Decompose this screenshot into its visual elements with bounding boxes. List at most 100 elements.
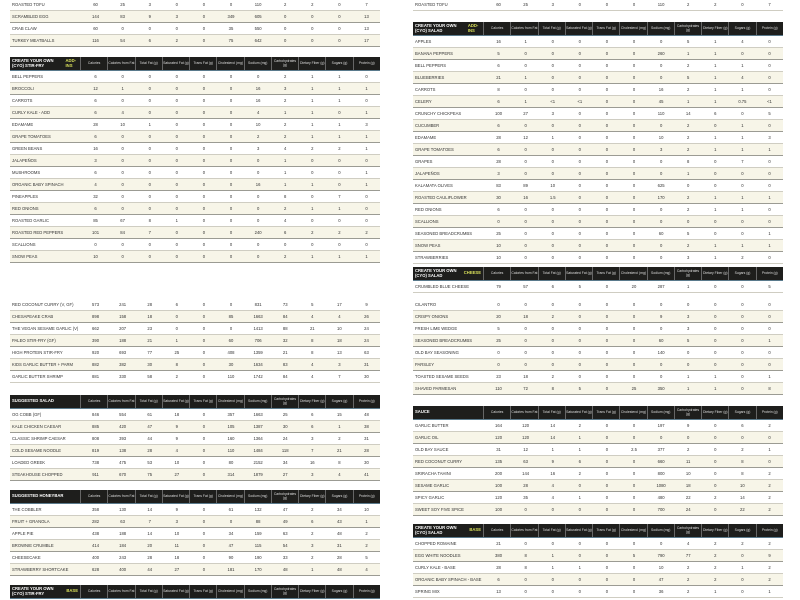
- nutrition-value: 480: [657, 495, 665, 500]
- nutrition-value: 0: [551, 123, 554, 128]
- nutrition-value: 0: [229, 74, 233, 79]
- nutrition-value: 0: [202, 302, 206, 307]
- nutrition-value: 7: [768, 2, 771, 7]
- nutrition-value: 30: [147, 362, 153, 367]
- nutrition-value: 4: [175, 448, 178, 453]
- nutrition-value: 0: [121, 170, 124, 175]
- item-name: SCALLIONS: [12, 242, 36, 247]
- nutrition-value: 2: [687, 147, 690, 152]
- nutrition-value: 0: [365, 194, 368, 199]
- nutrition-value: 10: [550, 183, 556, 188]
- nutrition-value: 2: [175, 374, 178, 379]
- section-title-text: SUGGESTED HONEYBAR: [12, 493, 64, 499]
- nutrition-value: 0: [659, 435, 663, 440]
- nutrition-value: 1: [741, 135, 744, 140]
- nutrition-value: 0: [605, 135, 609, 140]
- nutrition-value: 1: [284, 170, 287, 175]
- nutrition-value: 100: [495, 483, 503, 488]
- section-title-highlight: ADD-INS: [65, 57, 76, 68]
- item-name: JALAPEÑOS: [415, 171, 440, 176]
- nutrition-value: 0: [714, 123, 717, 128]
- table-row: CHEESECAKE 400 243 28 18 0 90 190 33 2 28 5: [10, 552, 380, 564]
- table-row: SRIRACHA TAHINI 200 144 16 2 0 0 800 10 0 8 2: [413, 468, 783, 480]
- nutrition-value: 0: [714, 483, 717, 488]
- nutrition-value: 0: [524, 243, 527, 248]
- column-header: Saturated Fat (g): [161, 585, 189, 598]
- nutrition-value: 6: [497, 577, 500, 582]
- nutrition-value: 0: [605, 565, 609, 570]
- nutrition-value: 0: [605, 423, 609, 428]
- nutrition-value: 1484: [253, 448, 263, 453]
- nutrition-value: 0: [121, 74, 124, 79]
- nutrition-value: 0: [148, 206, 151, 211]
- nutrition-value: 0: [311, 14, 314, 19]
- nutrition-value: 2: [768, 423, 771, 428]
- nutrition-value: 0: [256, 218, 260, 223]
- column-header: Total Fat (g): [134, 57, 162, 70]
- nutrition-value: 0: [229, 98, 233, 103]
- nutrition-value: 14: [740, 495, 745, 500]
- column-header: Calories: [80, 585, 107, 598]
- nutrition-value: 0: [202, 531, 206, 536]
- nutrition-value: 13: [364, 14, 369, 19]
- nutrition-value: 14: [147, 507, 153, 512]
- nutrition-value: 400: [119, 567, 127, 572]
- nutrition-value: 28: [337, 555, 342, 560]
- nutrition-value: 164: [495, 423, 503, 428]
- nutrition-value: 0: [605, 326, 609, 331]
- nutrition-value: 0: [175, 230, 178, 235]
- nutrition-value: 83: [120, 14, 125, 19]
- item-name: BROCCOLI: [12, 86, 34, 91]
- item-name: STEAKHOUSE CHOPPED: [12, 472, 63, 477]
- table-row: KIDS GARLIC BUTTER + PARM 882 382 30 8 0 30 163…: [10, 359, 380, 371]
- nutrition-value: 1: [714, 87, 717, 92]
- table-row: FRESH LIME WEDGE 5 0 0 0 0 0 0 3 0 0 0: [413, 323, 783, 335]
- nutrition-value: 0: [284, 242, 287, 247]
- column-header: Dietary Fiber (g): [298, 490, 325, 503]
- nutrition-value: 190: [254, 555, 262, 560]
- nutrition-value: 6: [94, 110, 97, 115]
- nutrition-value: 0: [202, 374, 206, 379]
- nutrition-value: 0: [202, 448, 206, 453]
- nutrition-value: 80: [228, 460, 234, 465]
- table-row: JALAPEÑOS 3 0 0 0 0 0 0 1 0 0 0: [413, 168, 783, 180]
- nutrition-value: 0: [338, 2, 341, 7]
- table-row: GARLIC OIL 120 120 14 1 0 0 0 0 0 0 0: [413, 432, 783, 444]
- nutrition-value: 0: [121, 146, 124, 151]
- nutrition-value: 9: [148, 14, 151, 19]
- table-row: SEASONED BREADCRUMBS 25 0 0 0 0 0 60 5 0 0 1: [413, 228, 783, 240]
- nutrition-value: 1: [338, 86, 341, 91]
- item-name: APPLES: [415, 39, 432, 44]
- item-name: TOASTED SESAME SEEDS: [415, 374, 469, 379]
- column-header: Sugars (g): [728, 267, 755, 280]
- nutrition-value: 0: [578, 183, 581, 188]
- item-name: EDAMAME: [12, 122, 34, 127]
- nutrition-value: 132: [254, 507, 262, 512]
- nutrition-value: 116: [92, 38, 99, 43]
- nutrition-value: 160: [227, 436, 235, 441]
- nutrition-value: 0: [229, 134, 233, 139]
- nutrition-value: 1: [768, 447, 771, 452]
- table-row: RED COCONUT CURRY 135 63 9 6 0 0 660 11 0 8 0: [413, 456, 783, 468]
- nutrition-value: 0: [741, 284, 744, 289]
- section-title-text: SAUCE: [415, 409, 430, 415]
- nutrition-value: 0: [551, 507, 554, 512]
- column-header: Dietary Fiber (g): [298, 585, 325, 598]
- column-header: Sodium (mg): [243, 57, 271, 70]
- nutrition-value: 89: [523, 183, 528, 188]
- item-name: RED ONIONS: [415, 207, 442, 212]
- nutrition-value: 1: [714, 386, 717, 391]
- nutrition-value: 1: [365, 110, 368, 115]
- nutrition-value: 0: [605, 541, 609, 546]
- table-salad-base: CREATE YOUR OWN (CYO) SALAD BASE Calories…: [413, 524, 783, 598]
- nutrition-value: 0: [632, 589, 636, 594]
- nutrition-value: 0: [741, 435, 744, 440]
- nutrition-value: 1: [741, 243, 744, 248]
- nutrition-value: 700: [657, 507, 665, 512]
- nutrition-value: 188: [119, 531, 127, 536]
- nutrition-value: 48: [364, 412, 369, 417]
- nutrition-value: 0: [632, 326, 636, 331]
- nutrition-value: 0: [551, 219, 554, 224]
- nutrition-value: 0: [605, 338, 609, 343]
- nutrition-value: 10: [174, 531, 180, 536]
